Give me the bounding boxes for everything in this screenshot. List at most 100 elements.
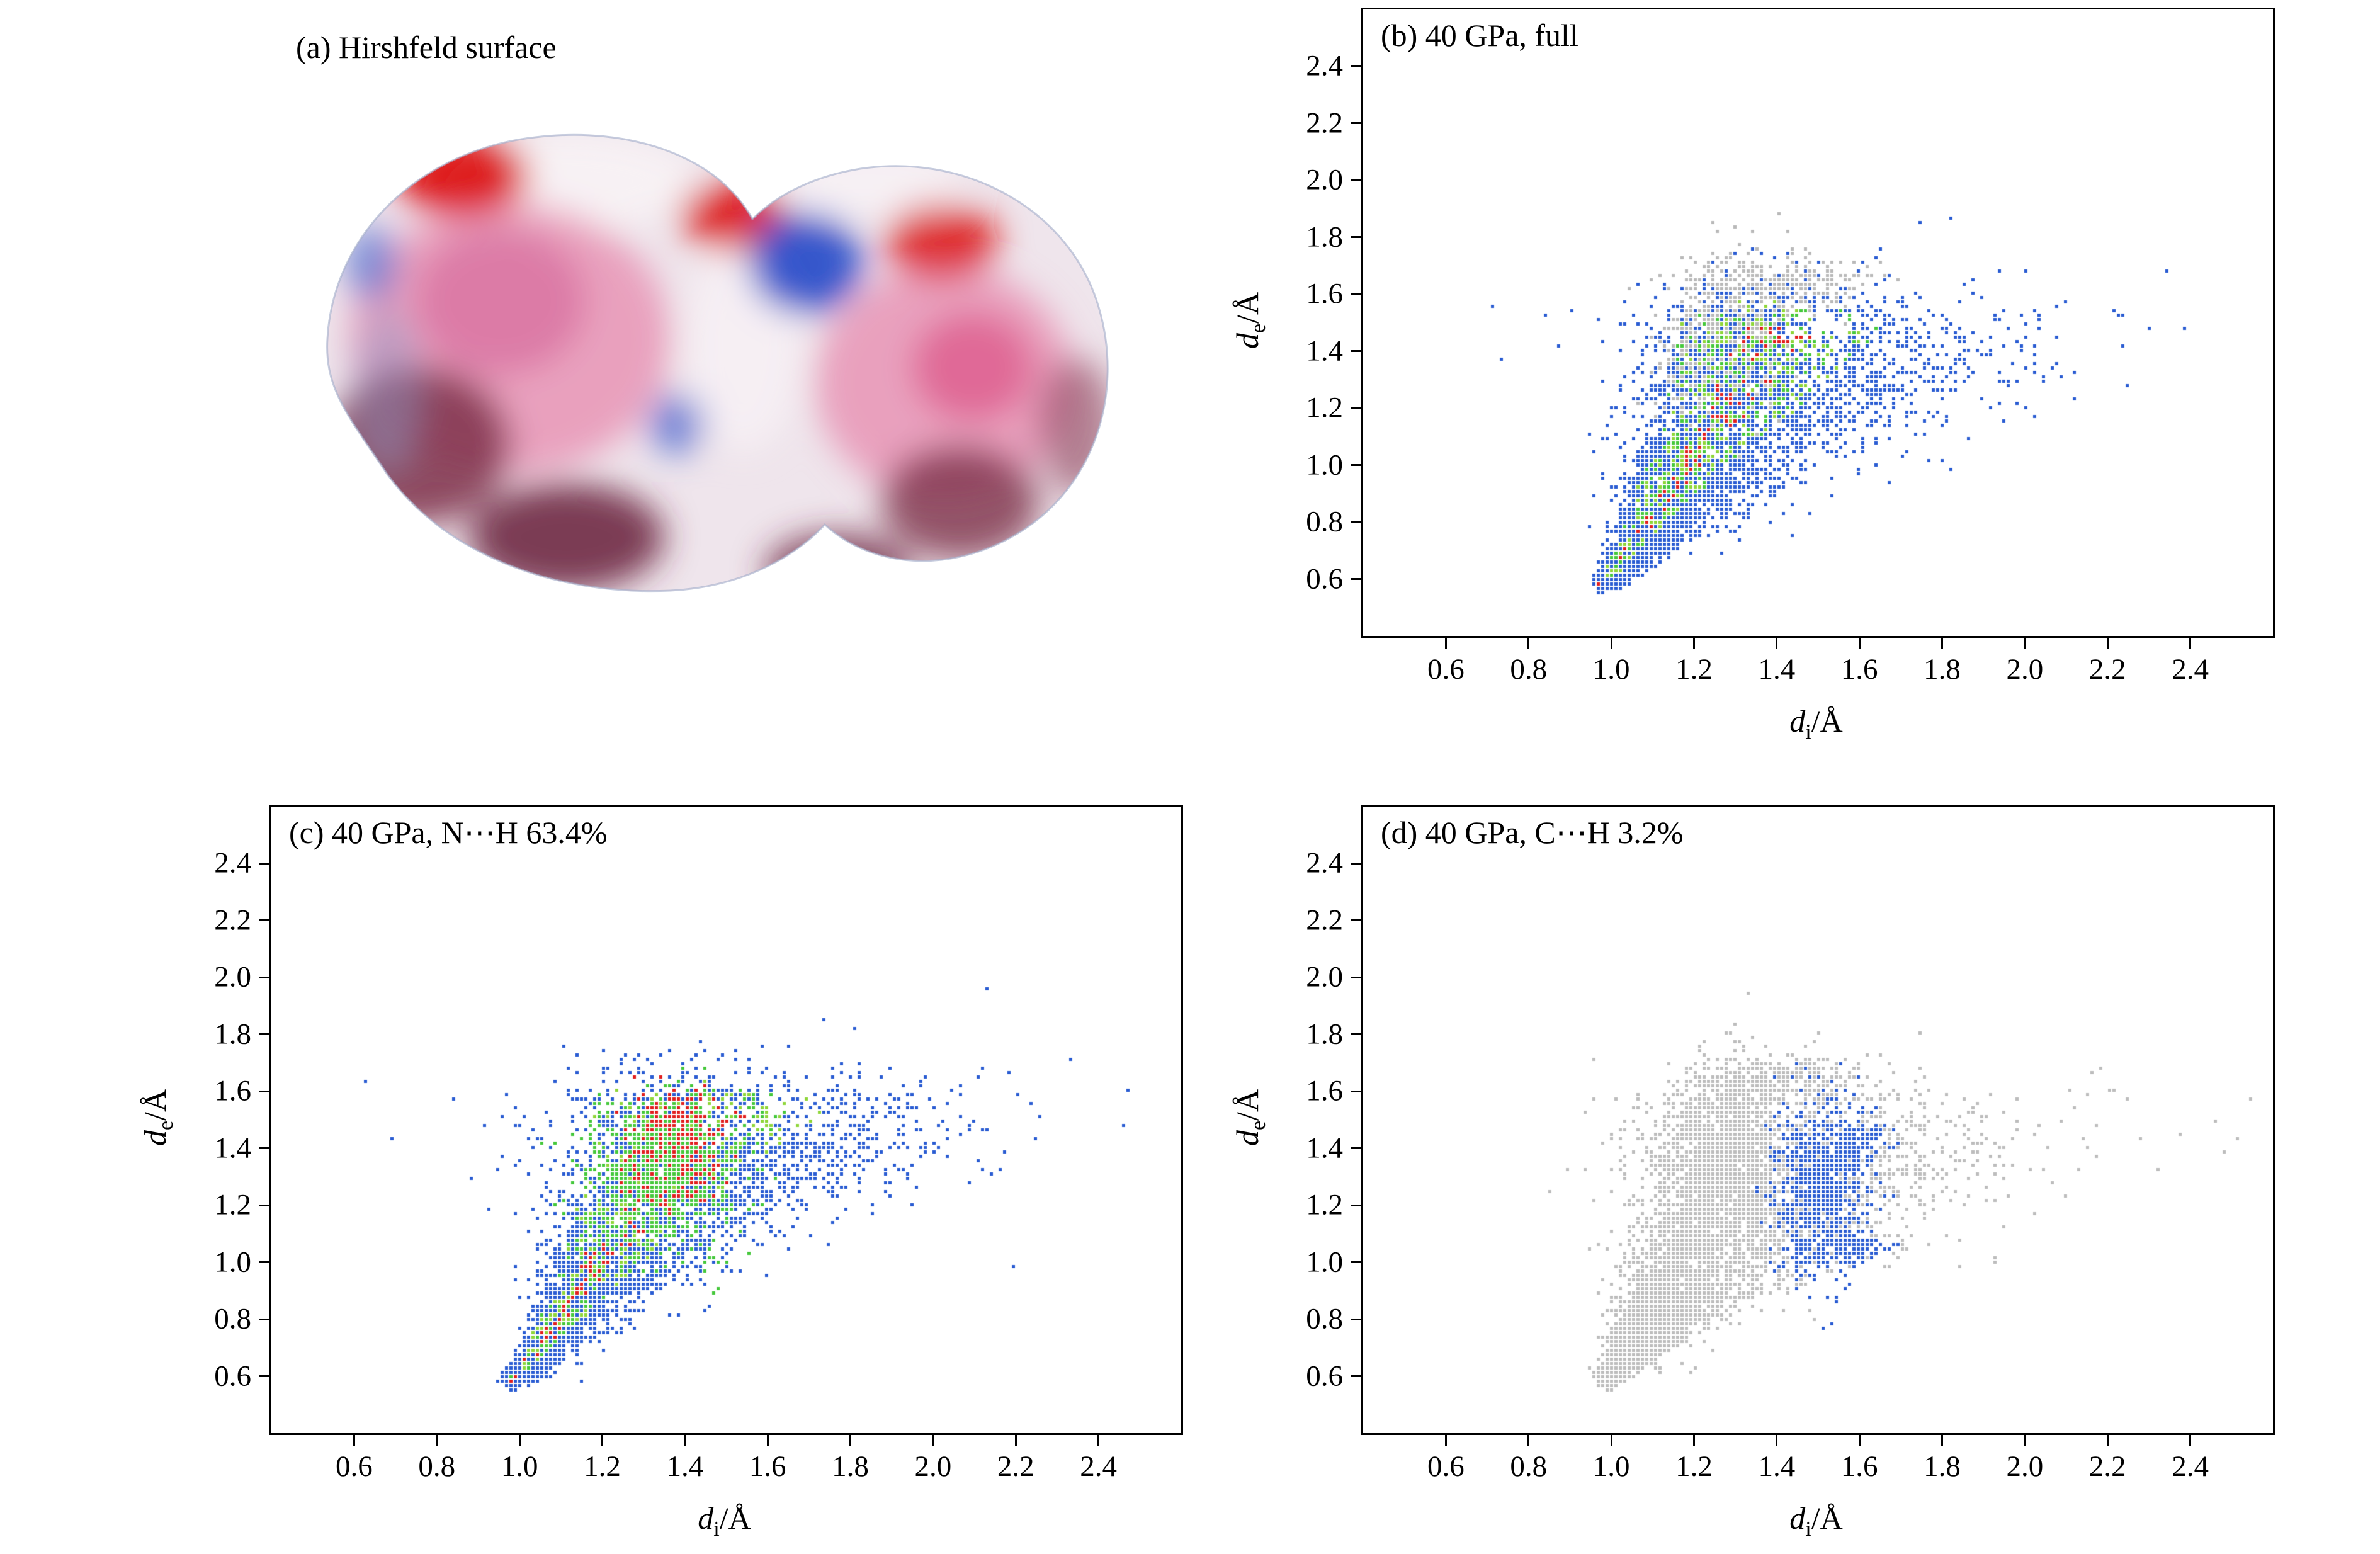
y-axis-label-c: de/Å: [137, 1089, 178, 1146]
x-tick: [1858, 1435, 1861, 1446]
x-tick-label: 1.0: [1592, 1450, 1630, 1483]
y-axis-label-b: de/Å: [1229, 292, 1271, 349]
x-tick-label: 2.0: [2006, 1450, 2044, 1483]
y-axis-unit: /Å: [1230, 292, 1265, 324]
y-tick-label: 1.0: [214, 1245, 251, 1279]
y-tick-label: 2.4: [214, 846, 251, 880]
y-tick-label: 0.6: [1306, 1359, 1343, 1393]
y-tick: [1351, 407, 1361, 409]
y-axis-subscript: e: [1247, 323, 1270, 334]
y-tick-label: 1.8: [1306, 1018, 1343, 1051]
x-axis-subscript: i: [1805, 720, 1811, 744]
y-tick-label: 1.2: [1306, 391, 1343, 424]
y-tick: [1351, 862, 1361, 865]
x-tick-label: 1.2: [1675, 1450, 1713, 1483]
x-tick-label: 1.2: [584, 1450, 621, 1483]
y-tick-label: 0.6: [214, 1359, 251, 1393]
y-tick: [1351, 976, 1361, 978]
y-tick-label: 1.4: [214, 1131, 251, 1165]
plot-title-c: (c) 40 GPa, N⋯H 63.4%: [289, 815, 608, 850]
x-tick: [1610, 638, 1612, 649]
y-axis-unit: /Å: [137, 1089, 173, 1121]
x-tick-label: 0.6: [1427, 1450, 1465, 1483]
x-tick: [932, 1435, 934, 1446]
x-tick-label: 1.2: [1675, 653, 1713, 686]
y-tick: [259, 1033, 269, 1036]
x-tick-label: 2.2: [2088, 653, 2126, 686]
x-axis-label-b: di/Å: [1361, 703, 2271, 744]
x-tick-label: 2.2: [997, 1450, 1034, 1483]
x-tick: [1692, 638, 1695, 649]
y-tick-label: 1.8: [1306, 220, 1343, 254]
y-tick: [259, 919, 269, 922]
fingerprint-plot-d: [1363, 807, 2273, 1433]
y-tick-label: 0.8: [1306, 1302, 1343, 1336]
y-tick-label: 1.0: [1306, 448, 1343, 482]
x-axis-symbol: d: [1789, 703, 1806, 739]
x-tick: [353, 1435, 355, 1446]
y-tick: [259, 1318, 269, 1320]
x-axis-unit: /Å: [1811, 1500, 1843, 1536]
x-tick-label: 1.4: [1758, 1450, 1796, 1483]
y-axis-subscript: e: [1247, 1120, 1270, 1131]
x-tick: [2106, 638, 2109, 649]
y-tick: [1351, 1204, 1361, 1206]
x-tick-label: 1.8: [832, 1450, 869, 1483]
x-tick: [2106, 1435, 2109, 1446]
y-tick: [259, 976, 269, 978]
x-axis-label-d: di/Å: [1361, 1500, 2271, 1541]
x-axis-symbol: d: [698, 1500, 714, 1536]
x-tick-label: 1.6: [1840, 1450, 1878, 1483]
panel-a-title: (a) Hirshfeld surface: [296, 30, 557, 65]
y-tick: [1351, 1090, 1361, 1092]
x-tick: [1014, 1435, 1017, 1446]
y-tick: [1351, 1147, 1361, 1150]
x-tick-label: 1.6: [749, 1450, 786, 1483]
x-tick-label: 1.6: [1840, 653, 1878, 686]
x-axis-label-c: di/Å: [269, 1500, 1179, 1541]
x-tick-label: 1.4: [666, 1450, 704, 1483]
y-tick-label: 1.6: [214, 1074, 251, 1108]
x-tick: [2189, 638, 2192, 649]
y-tick-label: 1.4: [1306, 1131, 1343, 1165]
x-axis-subscript: i: [713, 1517, 720, 1541]
y-tick-label: 2.4: [1306, 49, 1343, 82]
x-tick: [2024, 1435, 2026, 1446]
x-tick: [1097, 1435, 1100, 1446]
y-tick: [1351, 919, 1361, 922]
x-tick: [2189, 1435, 2192, 1446]
x-axis-subscript: i: [1805, 1517, 1811, 1541]
x-tick: [1527, 638, 1530, 649]
y-tick-label: 0.8: [214, 1302, 251, 1336]
y-tick-label: 2.0: [1306, 960, 1343, 994]
x-tick-label: 2.0: [914, 1450, 952, 1483]
x-tick: [1776, 1435, 1778, 1446]
y-tick-label: 2.0: [1306, 163, 1343, 196]
x-tick-label: 1.8: [1924, 653, 1961, 686]
hirshfeld-surface-svg: [326, 133, 1109, 593]
y-axis-unit: /Å: [1230, 1089, 1265, 1121]
y-tick: [259, 1204, 269, 1206]
hirshfeld-surface-image: [239, 74, 1171, 622]
x-tick-label: 1.8: [1924, 1450, 1961, 1483]
x-tick-label: 1.0: [1592, 653, 1630, 686]
y-tick-label: 1.2: [1306, 1188, 1343, 1222]
y-tick-label: 2.4: [1306, 846, 1343, 880]
y-tick-label: 1.2: [214, 1188, 251, 1222]
x-tick-label: 0.8: [418, 1450, 456, 1483]
y-tick: [1351, 1318, 1361, 1320]
plot-area-d: (d) 40 GPa, C⋯H 3.2% 0.6 0.6 0.8 0.8 1.0 1.0 1…: [1306, 805, 2275, 1482]
x-tick: [1444, 1435, 1447, 1446]
x-axis-unit: /Å: [1811, 703, 1843, 739]
x-tick-label: 2.4: [2172, 1450, 2209, 1483]
y-tick-label: 1.4: [1306, 334, 1343, 368]
y-tick: [259, 1090, 269, 1092]
y-axis-subscript: e: [154, 1120, 178, 1131]
y-tick: [1351, 521, 1361, 523]
y-tick: [1351, 350, 1361, 353]
y-tick-label: 2.2: [214, 904, 251, 937]
y-tick: [1351, 293, 1361, 295]
x-tick-label: 2.0: [2006, 653, 2044, 686]
y-tick: [259, 862, 269, 865]
